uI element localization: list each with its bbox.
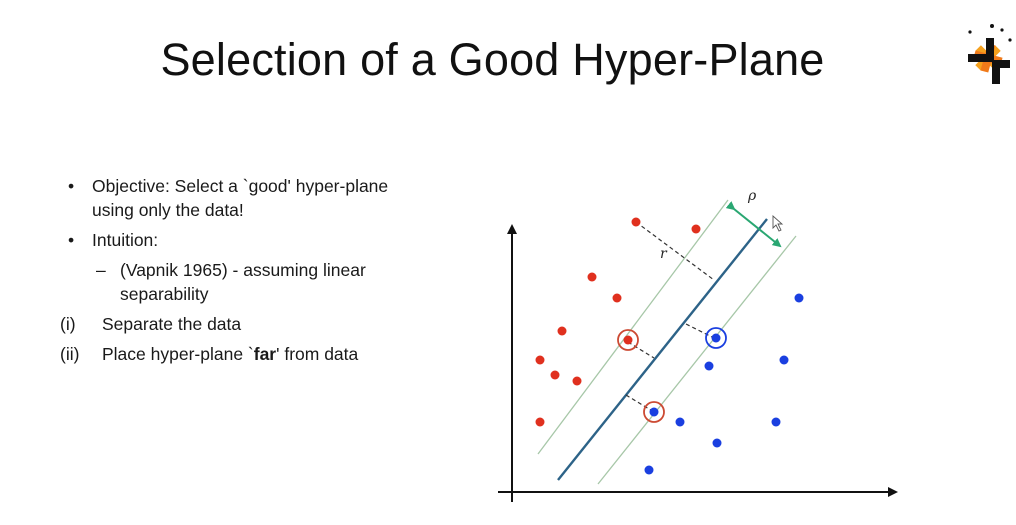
bullet-marker: – — [96, 260, 106, 280]
distance-dash-lower — [625, 394, 655, 413]
point-red — [587, 272, 597, 282]
point-blue — [794, 293, 804, 303]
distance-dash-r — [635, 221, 715, 281]
support-vector-blue — [711, 333, 721, 343]
logo-icon — [968, 24, 1012, 84]
support-vector-ring-blue — [705, 327, 727, 349]
point-red — [535, 417, 545, 427]
bullet-objective: • Objective: Select a `good' hyper-plane… — [64, 174, 424, 222]
slide-title: Selection of a Good Hyper-Plane — [160, 34, 825, 85]
margin-line-lower — [597, 235, 797, 485]
r-label: r — [660, 246, 668, 262]
point-blue — [771, 417, 781, 427]
svm-diagram: ρ r — [498, 188, 898, 502]
cursor-icon — [772, 214, 784, 232]
class-a-points — [535, 217, 701, 427]
distance-dash-red — [627, 341, 655, 359]
point-blue — [704, 361, 714, 371]
bullet-text: (Vapnik 1965) - assuming linear separabi… — [120, 260, 366, 304]
distance-dash-blue — [685, 323, 717, 340]
support-vector-ring-lower — [643, 401, 665, 423]
bullet-marker: • — [68, 176, 75, 196]
bullet-place: (ii) Place hyper-plane `far' from data — [60, 342, 424, 366]
point-red — [612, 293, 622, 303]
bullet-separate: (i) Separate the data — [60, 312, 424, 336]
rho-label: ρ — [747, 188, 757, 204]
point-blue — [712, 438, 722, 448]
point-blue — [644, 465, 654, 475]
margin-line-upper — [537, 199, 729, 455]
support-vector-ring-red — [617, 329, 639, 351]
bullet-marker: • — [68, 230, 75, 250]
bullet-text: Separate the data — [102, 314, 242, 334]
bullet-text-after: ' from data — [276, 344, 359, 364]
hyperplane-line — [557, 218, 768, 481]
support-vector-lower — [649, 407, 659, 417]
bullet-intuition: • Intuition: — [64, 228, 424, 252]
point-blue — [675, 417, 685, 427]
sub-bullet-vapnik: – (Vapnik 1965) - assuming linear separa… — [64, 258, 424, 306]
point-red — [572, 376, 582, 386]
bullet-marker: (ii) — [60, 344, 80, 364]
point-red — [631, 217, 641, 227]
point-blue — [779, 355, 789, 365]
bullet-list: • Objective: Select a `good' hyper-plane… — [60, 174, 424, 372]
bullet-text: Intuition: — [92, 230, 159, 250]
support-vector-red — [623, 335, 633, 345]
margin-width-arrow — [725, 201, 782, 248]
class-b-points — [644, 293, 804, 475]
point-red — [550, 370, 560, 380]
bullet-text: Place hyper-plane `far' from data — [102, 344, 358, 364]
bullet-text: Objective: Select a `good' hyper-plane u… — [92, 176, 389, 220]
bullet-text-before: Place hyper-plane ` — [102, 344, 254, 364]
bullet-marker: (i) — [60, 314, 76, 334]
bullet-text-bold: far — [253, 344, 277, 364]
point-red — [691, 224, 701, 234]
point-red — [535, 355, 545, 365]
point-red — [557, 326, 567, 336]
